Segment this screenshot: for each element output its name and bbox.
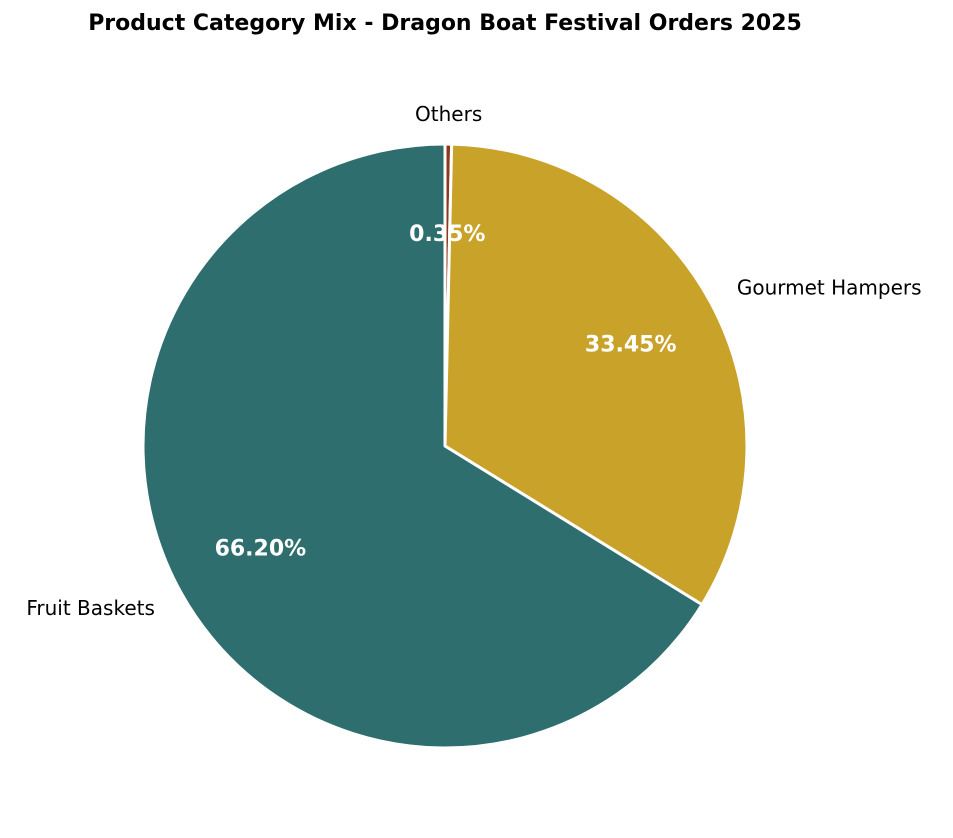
slice-label-gourmet-hampers: Gourmet Hampers (737, 275, 922, 299)
slice-label-others: Others (415, 102, 482, 126)
percent-label-others: 0.35% (409, 222, 485, 247)
chart-title: Product Category Mix - Dragon Boat Festi… (88, 11, 802, 36)
slice-gourmet-hampers (443, 142, 749, 607)
pie-slices (141, 142, 749, 750)
slice-label-fruit-baskets: Fruit Baskets (26, 596, 155, 620)
percent-label-fruit-baskets: 66.20% (215, 537, 307, 562)
slice-fruit-baskets (141, 142, 704, 750)
percent-label-gourmet-hampers: 33.45% (585, 333, 677, 358)
pie-labels: Others 0.35% Gourmet Hampers 33.45% Fruit Ba… (26, 102, 921, 620)
